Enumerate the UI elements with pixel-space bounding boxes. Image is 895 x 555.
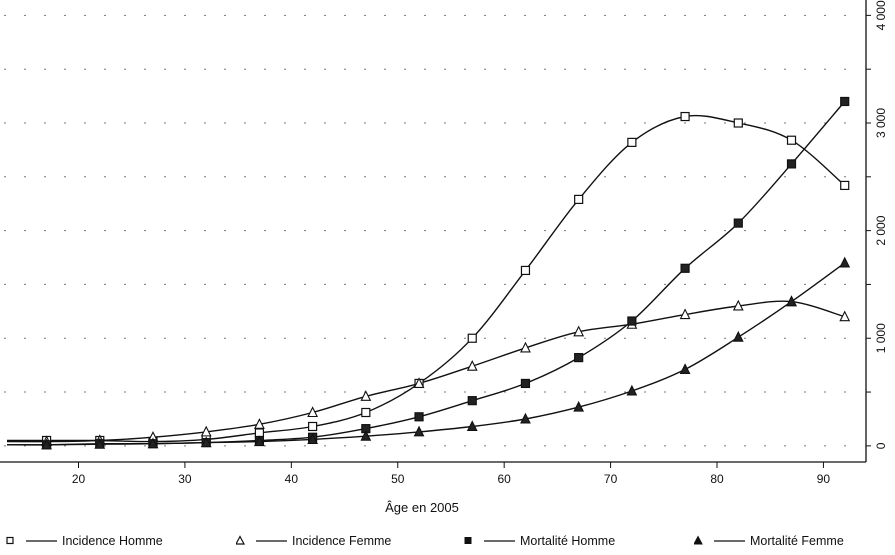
y-tick-label: 1 000 bbox=[874, 323, 888, 353]
data-point-incidence-homme bbox=[361, 407, 371, 418]
y-tick-label: 4 000 bbox=[874, 0, 888, 30]
data-point-incidence-femme bbox=[254, 418, 265, 429]
data-point-incidence-femme bbox=[839, 310, 851, 322]
data-point-mortalite-femme bbox=[732, 330, 744, 342]
data-point-mortalite-femme bbox=[41, 438, 52, 450]
data-point-mortalite-femme bbox=[520, 412, 531, 424]
data-point-mortalite-femme bbox=[466, 420, 478, 432]
line-chart: 20 30 40 50 60 70 80 90 0 1 000 2 000 3 000 4 000 Âg… bbox=[0, 0, 888, 515]
legend-item-incidence-homme: Incidence Homme bbox=[6, 534, 163, 548]
data-point-incidence-femme bbox=[200, 425, 212, 437]
data-point-incidence-femme bbox=[413, 377, 425, 388]
data-point-mortalite-homme bbox=[574, 353, 584, 363]
x-tick-label: 90 bbox=[817, 472, 831, 486]
data-point-mortalite-femme bbox=[413, 425, 425, 437]
data-point-incidence-femme bbox=[307, 406, 319, 418]
data-point-incidence-homme bbox=[680, 111, 690, 122]
data-point-mortalite-femme bbox=[307, 433, 319, 444]
legend-item-mortalite-homme: Mortalité Homme bbox=[464, 534, 615, 548]
series-line-mortalite-homme bbox=[6, 101, 846, 446]
data-point-incidence-homme bbox=[520, 265, 531, 276]
data-point-mortalite-homme bbox=[733, 218, 743, 228]
series-line-incidence-homme bbox=[7, 114, 846, 443]
y-tick-label: 0 bbox=[874, 442, 888, 449]
data-point-incidence-femme bbox=[466, 359, 478, 371]
data-point-incidence-homme bbox=[786, 135, 797, 145]
data-point-incidence-femme bbox=[573, 325, 585, 337]
data-point-incidence-femme bbox=[732, 299, 744, 311]
data-point-mortalite-homme bbox=[786, 159, 797, 169]
data-point-incidence-homme bbox=[627, 137, 637, 147]
x-tick-label: 80 bbox=[710, 472, 724, 486]
data-point-incidence-homme bbox=[840, 180, 850, 191]
data-point-mortalite-homme bbox=[627, 316, 637, 326]
legend-label-incidence-homme: Incidence Homme bbox=[62, 534, 163, 548]
y-tick-label: 2 000 bbox=[874, 215, 888, 245]
data-point-mortalite-femme bbox=[147, 437, 159, 449]
x-tick-label: 50 bbox=[391, 472, 405, 486]
data-point-mortalite-femme bbox=[839, 256, 851, 268]
legend-label-mortalite-homme: Mortalité Homme bbox=[520, 534, 616, 548]
series-line-incidence-femme bbox=[6, 300, 845, 443]
data-point-mortalite-homme bbox=[520, 378, 531, 389]
x-tick-label: 30 bbox=[178, 472, 192, 486]
legend-label-mortalite-femme: Mortalité Femme bbox=[750, 534, 844, 548]
data-point-mortalite-homme bbox=[680, 263, 690, 273]
legend-item-mortalite-femme: Mortalité Femme bbox=[694, 534, 844, 548]
data-point-mortalite-femme bbox=[200, 436, 212, 448]
data-point-incidence-homme bbox=[308, 421, 318, 432]
data-point-mortalite-femme bbox=[360, 429, 372, 441]
data-point-incidence-femme bbox=[679, 308, 691, 320]
x-tick-label: 60 bbox=[497, 472, 511, 486]
x-tick-label: 40 bbox=[285, 472, 299, 486]
series-line-mortalite-femme bbox=[6, 262, 846, 446]
legend-marker-filled-square bbox=[464, 537, 515, 544]
legend-marker-open-square bbox=[6, 536, 57, 545]
data-point-incidence-homme bbox=[467, 333, 477, 343]
data-point-mortalite-homme bbox=[467, 396, 477, 406]
data-point-mortalite-femme bbox=[786, 295, 797, 307]
data-point-mortalite-homme bbox=[840, 96, 850, 107]
y-tick-label: 3 000 bbox=[874, 108, 888, 138]
legend: Incidence Homme Incidence Femme Mortalit… bbox=[0, 534, 895, 554]
data-point-mortalite-femme bbox=[254, 435, 265, 447]
data-point-mortalite-femme bbox=[626, 384, 638, 396]
x-axis-title: Âge en 2005 bbox=[385, 500, 459, 515]
data-point-mortalite-femme bbox=[679, 363, 691, 374]
legend-label-incidence-femme: Incidence Femme bbox=[292, 534, 392, 548]
legend-marker-open-triangle bbox=[236, 535, 287, 545]
data-point-incidence-femme bbox=[520, 341, 531, 353]
legend-item-incidence-femme: Incidence Femme bbox=[236, 534, 391, 548]
axes: 20 30 40 50 60 70 80 90 0 1 000 2 000 3 000 4 000 bbox=[0, 0, 888, 486]
x-tick-label: 70 bbox=[604, 472, 618, 486]
data-point-mortalite-femme bbox=[573, 400, 585, 412]
data-markers bbox=[41, 96, 851, 450]
data-point-incidence-homme bbox=[733, 118, 743, 128]
data-point-mortalite-homme bbox=[414, 412, 424, 422]
data-point-incidence-femme bbox=[360, 390, 372, 401]
data-point-incidence-homme bbox=[574, 194, 584, 205]
data-point-mortalite-femme bbox=[94, 438, 106, 449]
x-tick-label: 20 bbox=[72, 472, 86, 486]
series-lines bbox=[6, 101, 846, 446]
legend-marker-filled-triangle bbox=[694, 535, 745, 545]
grid-lines bbox=[4, 14, 860, 447]
